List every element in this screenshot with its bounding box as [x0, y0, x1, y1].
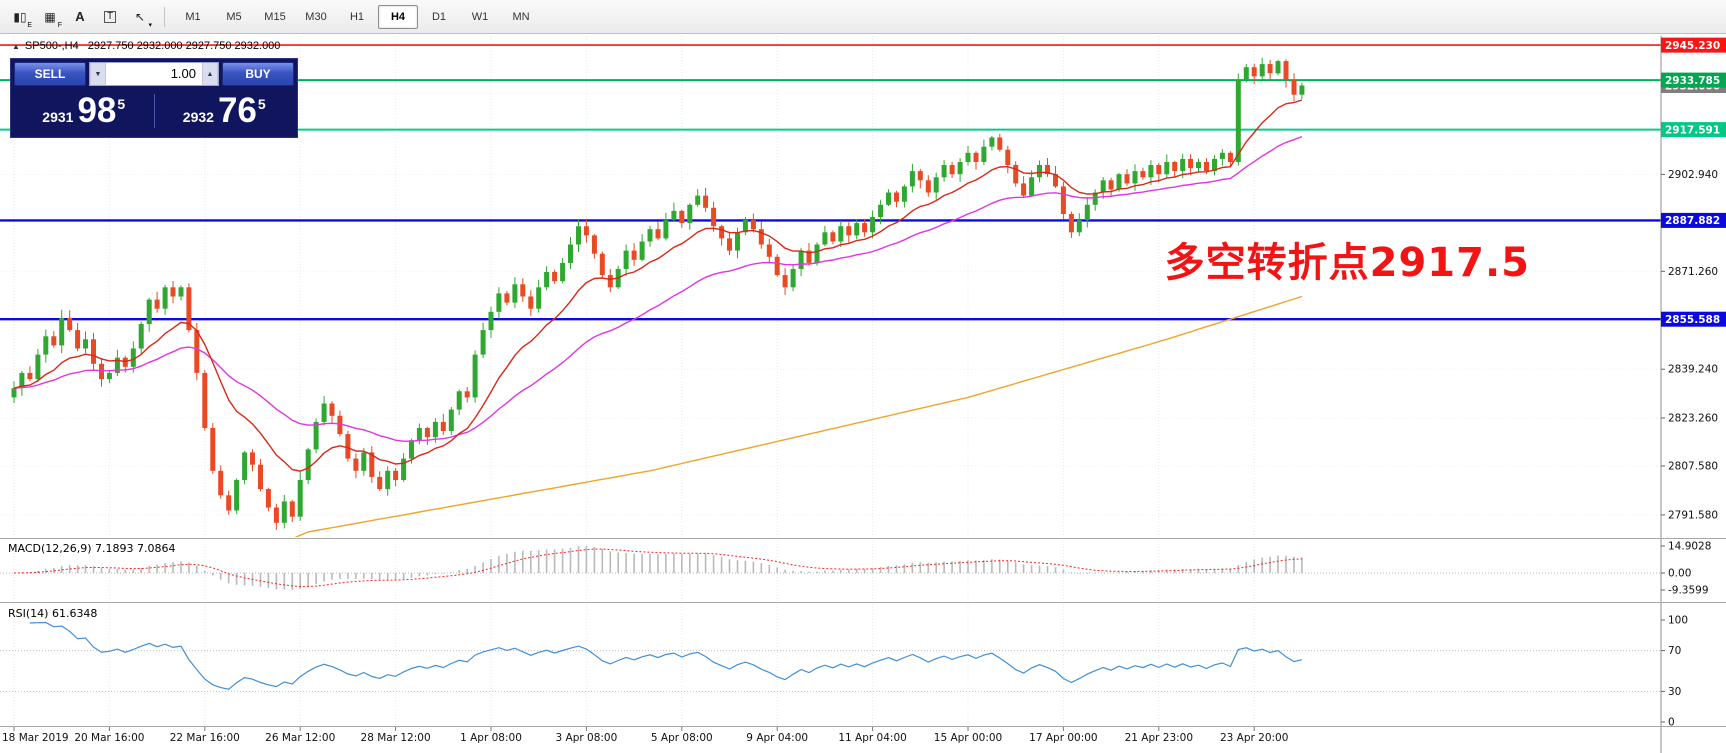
sell-button[interactable]: SELL — [14, 62, 86, 86]
time-axis-label: 28 Mar 12:00 — [361, 732, 431, 744]
toolbar-divider — [164, 6, 165, 27]
macd-signal-line — [13, 548, 1302, 588]
candlestick-chart-icon[interactable]: ▮▯ E — [13, 9, 32, 29]
turning-point-annotation: 多空转折点2917.5 — [1164, 240, 1530, 286]
buy-button[interactable]: BUY — [222, 62, 294, 86]
symbol-timeframe-label: SP500-,H4 — [24, 40, 79, 52]
ma-mid-line — [13, 135, 1303, 442]
time-axis-label: 11 Apr 04:00 — [838, 732, 906, 744]
timeframe-M15[interactable]: M15 — [264, 10, 286, 23]
svg-text:2855.588: 2855.588 — [1665, 314, 1720, 326]
time-axis-label: 18 Mar 2019 — [2, 732, 69, 744]
macd-label: MACD(12,26,9) 7.1893 7.0864 — [8, 542, 176, 555]
symbol-marker-icon: ▲ — [12, 41, 20, 51]
price-line-label — [1661, 37, 1726, 53]
grid-vertical — [13, 36, 1255, 725]
time-axis-label: 17 Apr 00:00 — [1029, 732, 1097, 744]
top-toolbar: ▮▯ E ▦ F A T ↖ ▾ M1 M5 M15 M30 H1 H4 D1 W1 MN — [0, 0, 1726, 34]
one-click-trading-panel: SELL ▼ 1.00 ▲ BUY 2931 98 5 2932 76 5 — [10, 58, 298, 138]
time-axis-label: 20 Mar 16:00 — [74, 732, 144, 744]
svg-text:14.9028: 14.9028 — [1668, 541, 1711, 553]
svg-text:2839.240: 2839.240 — [1668, 364, 1718, 376]
bid-price-sup: 5 — [117, 96, 126, 112]
ma-fast-line — [13, 99, 1303, 472]
bid-price-big: 98 — [77, 91, 117, 130]
bid-price-prefix: 2931 — [42, 109, 74, 125]
svg-text:-9.3599: -9.3599 — [1668, 585, 1709, 597]
timeframe-MN[interactable]: MN — [512, 10, 530, 23]
svg-text:2791.580: 2791.580 — [1668, 509, 1718, 521]
grid-horizontal — [0, 173, 1661, 516]
text-label-tool-icon[interactable]: A — [75, 9, 85, 24]
rsi-label: RSI(14) 61.6348 — [8, 607, 97, 620]
timeframe-W1[interactable]: W1 — [471, 10, 489, 23]
rsi-layer — [0, 621, 1661, 692]
macd-histogram — [21, 546, 1303, 590]
timeframe-M30[interactable]: M30 — [305, 10, 327, 23]
volume-decrease-button[interactable]: ▼ — [90, 63, 106, 85]
timeframe-M5[interactable]: M5 — [226, 10, 242, 23]
bear-candles — [27, 61, 1297, 523]
svg-text:100: 100 — [1668, 615, 1688, 627]
cursor-tool-icon[interactable]: ↖ ▾ — [134, 9, 152, 29]
time-axis-label: 1 Apr 08:00 — [460, 732, 522, 744]
timeframe-H4[interactable]: H4 — [378, 4, 418, 29]
time-axis-label: 9 Apr 04:00 — [746, 732, 808, 744]
price-line-label — [1661, 72, 1726, 88]
svg-text:30: 30 — [1668, 686, 1681, 698]
price-line-label — [1661, 122, 1726, 138]
bid-price: 2931 98 5 — [14, 88, 154, 134]
bull-candles — [11, 61, 1305, 523]
svg-text:2871.260: 2871.260 — [1668, 266, 1718, 278]
timeframe-group: M1 M5 M15 M30 H1 H4 D1 W1 MN — [173, 4, 542, 29]
price-divider — [153, 94, 155, 128]
svg-text:0: 0 — [1668, 717, 1675, 729]
chart-title: ▲ SP500-,H4 2927.750 2932.000 2927.750 2… — [12, 40, 280, 52]
ma-slow-line — [294, 295, 1303, 537]
ask-price-sup: 5 — [257, 96, 266, 112]
price-line-label — [1661, 311, 1726, 327]
svg-text:70: 70 — [1668, 645, 1681, 657]
macd-layer — [0, 546, 1661, 590]
trade-prices-row: 2931 98 5 2932 76 5 — [14, 88, 294, 134]
time-axis-label: 23 Apr 20:00 — [1220, 732, 1288, 744]
time-axis-label: 21 Apr 23:00 — [1125, 732, 1193, 744]
volume-increase-button[interactable]: ▲ — [202, 63, 218, 85]
price-axis-column — [1661, 36, 1726, 753]
timeframe-M1[interactable]: M1 — [185, 10, 201, 23]
price-line-label — [1661, 212, 1726, 228]
time-axis-label: 26 Mar 12:00 — [265, 732, 335, 744]
time-axis-label: 22 Mar 16:00 — [170, 732, 240, 744]
volume-spinner: ▼ 1.00 ▲ — [89, 62, 219, 86]
svg-text:2823.260: 2823.260 — [1668, 413, 1718, 425]
svg-text:2917.591: 2917.591 — [1665, 124, 1720, 136]
time-axis-label: 5 Apr 08:00 — [651, 732, 713, 744]
timeframe-H1[interactable]: H1 — [349, 10, 365, 23]
trade-controls-row: SELL ▼ 1.00 ▲ BUY — [14, 62, 294, 86]
svg-text:2887.882: 2887.882 — [1665, 215, 1720, 227]
ask-price-big: 76 — [217, 91, 257, 130]
text-box-tool-icon[interactable]: T — [96, 4, 124, 30]
rsi-line — [29, 621, 1303, 690]
time-axis-label: 15 Apr 00:00 — [934, 732, 1002, 744]
svg-text:2933.785: 2933.785 — [1665, 75, 1720, 87]
timeframe-D1[interactable]: D1 — [431, 10, 447, 23]
time-axis-label: 3 Apr 08:00 — [556, 732, 618, 744]
volume-input[interactable]: 1.00 — [170, 66, 196, 81]
bar-chart-icon[interactable]: ▦ F — [44, 9, 62, 29]
chart-tools-group: ▮▯ E ▦ F A T ↖ ▾ — [6, 4, 156, 30]
ohlc-readout: 2927.750 2932.000 2927.750 2932.000 — [87, 40, 281, 52]
svg-text:2902.940: 2902.940 — [1668, 169, 1718, 181]
ask-price: 2932 76 5 — [155, 88, 295, 134]
svg-text:2807.580: 2807.580 — [1668, 461, 1718, 473]
svg-text:0.00: 0.00 — [1668, 568, 1691, 580]
ask-price-prefix: 2932 — [182, 109, 214, 125]
svg-text:2945.230: 2945.230 — [1665, 40, 1720, 52]
